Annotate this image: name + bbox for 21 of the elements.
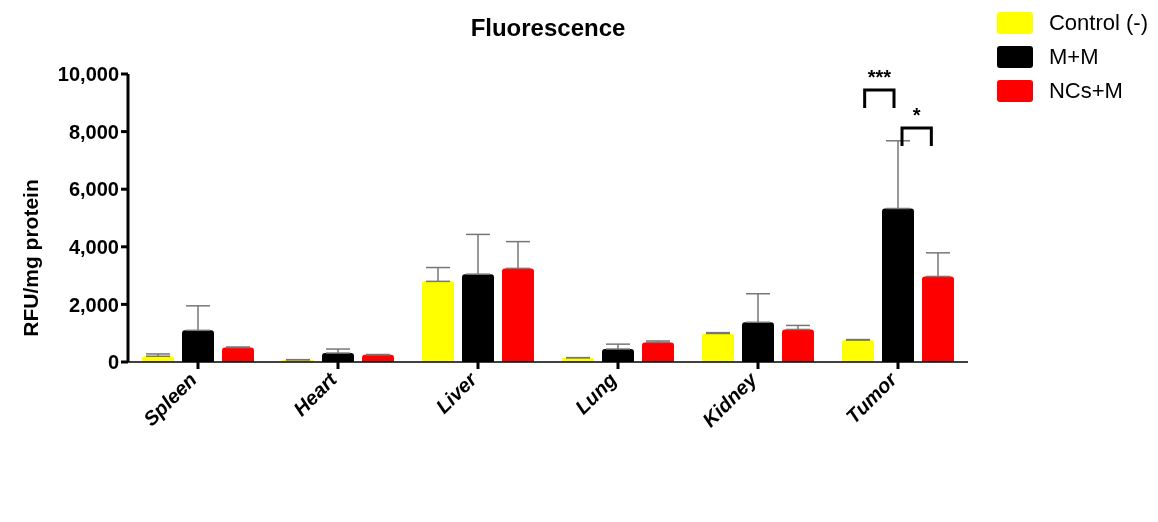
legend-label: Control (-)	[1048, 10, 1148, 36]
legend-label: M+M	[1048, 44, 1099, 70]
annotation: ***	[867, 66, 892, 88]
y-tick-label: 6,000	[68, 178, 119, 201]
y-tick-label: 0	[107, 351, 119, 374]
y-tick-label: 4,000	[68, 235, 119, 258]
bar	[222, 347, 254, 362]
y-tick-label: 2,000	[68, 293, 119, 316]
bar	[642, 342, 674, 362]
legend-label: NCs+M	[1048, 78, 1123, 104]
bar	[922, 276, 954, 362]
bar	[842, 340, 874, 362]
annotation: *	[912, 104, 921, 126]
y-tick-label: 8,000	[68, 120, 119, 143]
bar	[422, 281, 454, 362]
bar	[702, 333, 734, 362]
y-axis-title: RFU/mg protein	[19, 179, 43, 337]
bar	[782, 329, 814, 362]
bar	[502, 268, 534, 362]
y-tick-label: 10,000	[57, 63, 119, 86]
chart-title: Fluorescence	[469, 14, 627, 42]
